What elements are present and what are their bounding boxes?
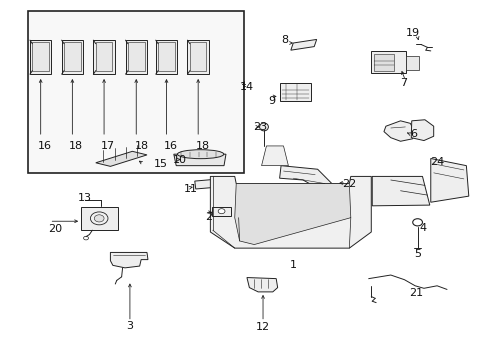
Text: 18: 18 (69, 141, 83, 151)
Bar (156, 40, 177, 74)
Text: 17: 17 (101, 141, 115, 151)
Polygon shape (371, 176, 429, 206)
Text: 4: 4 (418, 224, 426, 233)
Bar (30, 40, 51, 74)
Text: 19: 19 (405, 28, 419, 38)
Bar (212, 207, 230, 216)
Text: 9: 9 (267, 96, 274, 106)
Text: 5: 5 (413, 248, 420, 258)
Polygon shape (173, 154, 225, 166)
Text: 24: 24 (429, 157, 443, 167)
Polygon shape (279, 166, 335, 191)
Polygon shape (410, 120, 433, 140)
Text: 21: 21 (408, 288, 423, 298)
Bar (93, 40, 115, 74)
Text: 1: 1 (289, 260, 296, 270)
Polygon shape (96, 151, 147, 166)
Text: 13: 13 (78, 193, 92, 203)
Bar (279, 83, 311, 101)
Bar (406, 56, 418, 69)
Bar (370, 51, 406, 73)
Bar (32, 42, 49, 71)
Text: 11: 11 (183, 184, 197, 194)
Polygon shape (194, 178, 229, 189)
Text: 16: 16 (38, 141, 51, 151)
Bar (128, 42, 144, 71)
Text: 2: 2 (205, 212, 212, 221)
Circle shape (83, 236, 88, 240)
Bar (187, 40, 208, 74)
Text: 8: 8 (281, 35, 287, 45)
Text: 23: 23 (253, 122, 267, 132)
Bar (64, 42, 81, 71)
Ellipse shape (177, 150, 224, 159)
Text: 18: 18 (135, 141, 149, 151)
Text: 7: 7 (400, 78, 407, 88)
Text: 10: 10 (172, 155, 186, 165)
Polygon shape (290, 40, 316, 50)
Text: 6: 6 (409, 129, 416, 139)
Polygon shape (246, 278, 277, 292)
Text: 18: 18 (196, 141, 210, 151)
Bar (189, 42, 206, 71)
Circle shape (90, 212, 108, 225)
Polygon shape (261, 146, 288, 166)
Circle shape (412, 219, 422, 226)
Bar (81, 207, 118, 230)
Bar (125, 40, 147, 74)
Bar (96, 42, 112, 71)
Bar (158, 42, 174, 71)
Circle shape (218, 209, 224, 214)
Text: 16: 16 (163, 141, 177, 151)
Polygon shape (110, 252, 148, 268)
Polygon shape (210, 176, 370, 248)
Bar (27, 12, 244, 173)
Text: 14: 14 (239, 82, 253, 92)
Text: 3: 3 (126, 321, 133, 331)
Text: 12: 12 (255, 322, 269, 332)
Bar (61, 40, 83, 74)
Polygon shape (430, 158, 468, 202)
Polygon shape (234, 184, 350, 244)
Ellipse shape (259, 123, 268, 131)
Text: 22: 22 (341, 179, 356, 189)
Text: 15: 15 (154, 159, 168, 169)
Polygon shape (383, 121, 413, 141)
Bar (373, 54, 393, 71)
Circle shape (94, 215, 104, 222)
Text: 20: 20 (48, 225, 62, 234)
